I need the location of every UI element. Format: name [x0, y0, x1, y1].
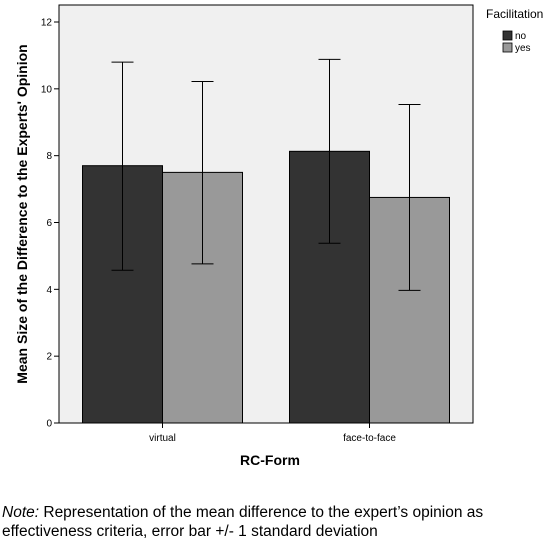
- y-tick-label: 8: [46, 151, 52, 162]
- x-tick-label: face-to-face: [343, 433, 396, 444]
- x-axis: virtual face-to-face: [149, 423, 396, 444]
- figure-note: Note: Representation of the mean differe…: [2, 503, 542, 541]
- y-tick-label: 4: [46, 285, 52, 296]
- y-axis: 0 2 4 6 8 10 12: [41, 18, 59, 430]
- y-tick-label: 0: [46, 419, 52, 430]
- legend-swatch: [502, 30, 513, 41]
- legend-label: yes: [515, 43, 531, 54]
- note-text: Representation of the mean difference to…: [2, 504, 484, 540]
- y-tick-label: 12: [41, 18, 53, 29]
- legend-title: Facilitation: [486, 7, 543, 21]
- chart: 0 2 4 6 8 10 12 virtual face-to-face Mean Size …: [14, 4, 543, 468]
- x-axis-title: RC-Form: [240, 452, 300, 468]
- note-label: Note:: [2, 504, 40, 521]
- y-tick-label: 2: [46, 352, 52, 363]
- x-tick-label: virtual: [149, 433, 176, 444]
- error-bars: [111, 58, 421, 291]
- legend-swatch: [502, 42, 513, 53]
- y-tick-label: 6: [46, 218, 52, 229]
- y-axis-title: Mean Size of the Difference to the Exper…: [14, 44, 30, 383]
- y-tick-label: 10: [41, 84, 53, 95]
- legend-label: no: [515, 31, 527, 42]
